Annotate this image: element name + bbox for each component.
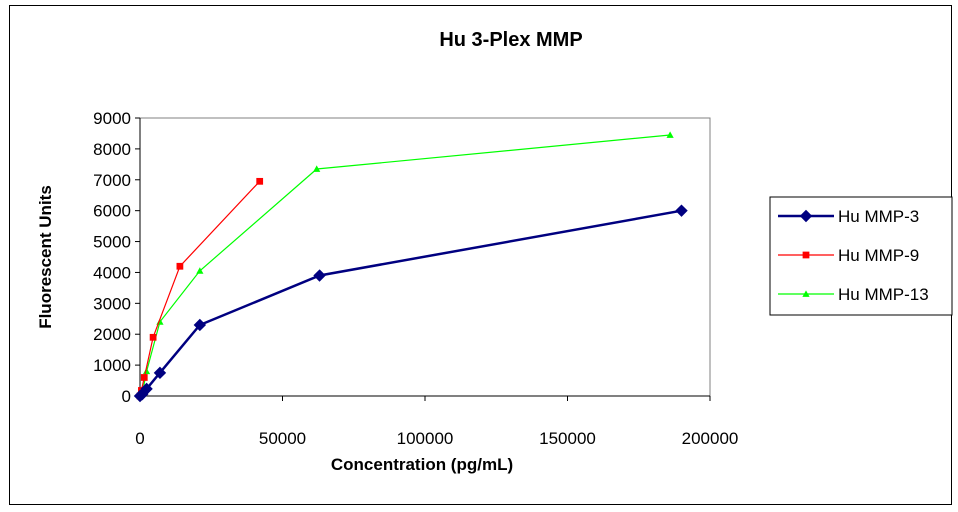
legend-marker (802, 290, 810, 297)
legend-label: Hu MMP-9 (838, 246, 919, 265)
y-tick-label: 3000 (93, 294, 131, 313)
legend-item: Hu MMP-3 (778, 207, 919, 226)
series-hu-mmp-3 (133, 204, 688, 403)
data-point (256, 177, 264, 185)
x-axis-ticks: 0 50000 100000 150000 200000 (135, 395, 739, 448)
y-tick-label: 8000 (93, 140, 131, 159)
y-tick-label: 5000 (93, 233, 131, 252)
series-layer (133, 131, 688, 403)
y-tick-label: 9000 (93, 109, 131, 128)
y-axis-title: Fluorescent Units (36, 185, 55, 329)
y-tick-label: 0 (122, 387, 131, 406)
data-point (313, 165, 321, 172)
y-tick-label: 2000 (93, 325, 131, 344)
legend-item: Hu MMP-9 (778, 246, 919, 265)
legend-item: Hu MMP-13 (778, 285, 929, 304)
data-point (142, 367, 151, 375)
x-tick-label: 0 (135, 429, 144, 448)
data-point (176, 262, 184, 270)
data-point (153, 366, 167, 380)
x-axis-title: Concentration (pg/mL) (331, 455, 513, 474)
data-point (675, 204, 688, 217)
legend: Hu MMP-3 Hu MMP-9 Hu MMP-13 (769, 196, 953, 316)
legend-marker (802, 251, 810, 259)
legend-label: Hu MMP-13 (838, 285, 929, 304)
x-tick-label: 200000 (682, 429, 739, 448)
y-axis-ticks: 0 1000 2000 3000 4000 5000 6000 7000 8000 9000 (93, 109, 141, 406)
y-tick-label: 7000 (93, 171, 131, 190)
x-tick-label: 50000 (259, 429, 306, 448)
y-tick-label: 1000 (93, 356, 131, 375)
y-tick-label: 6000 (93, 202, 131, 221)
data-point (313, 269, 326, 282)
chart-title: Hu 3-Plex MMP (439, 29, 582, 51)
legend-marker (799, 209, 813, 223)
data-point (193, 318, 207, 332)
data-point (666, 131, 674, 138)
data-point (140, 374, 148, 381)
data-point (196, 267, 204, 274)
data-point (140, 382, 153, 396)
y-tick-label: 4000 (93, 263, 131, 282)
x-tick-label: 150000 (539, 429, 596, 448)
legend-label: Hu MMP-3 (838, 207, 919, 226)
x-tick-label: 100000 (397, 429, 454, 448)
data-point (149, 333, 157, 341)
